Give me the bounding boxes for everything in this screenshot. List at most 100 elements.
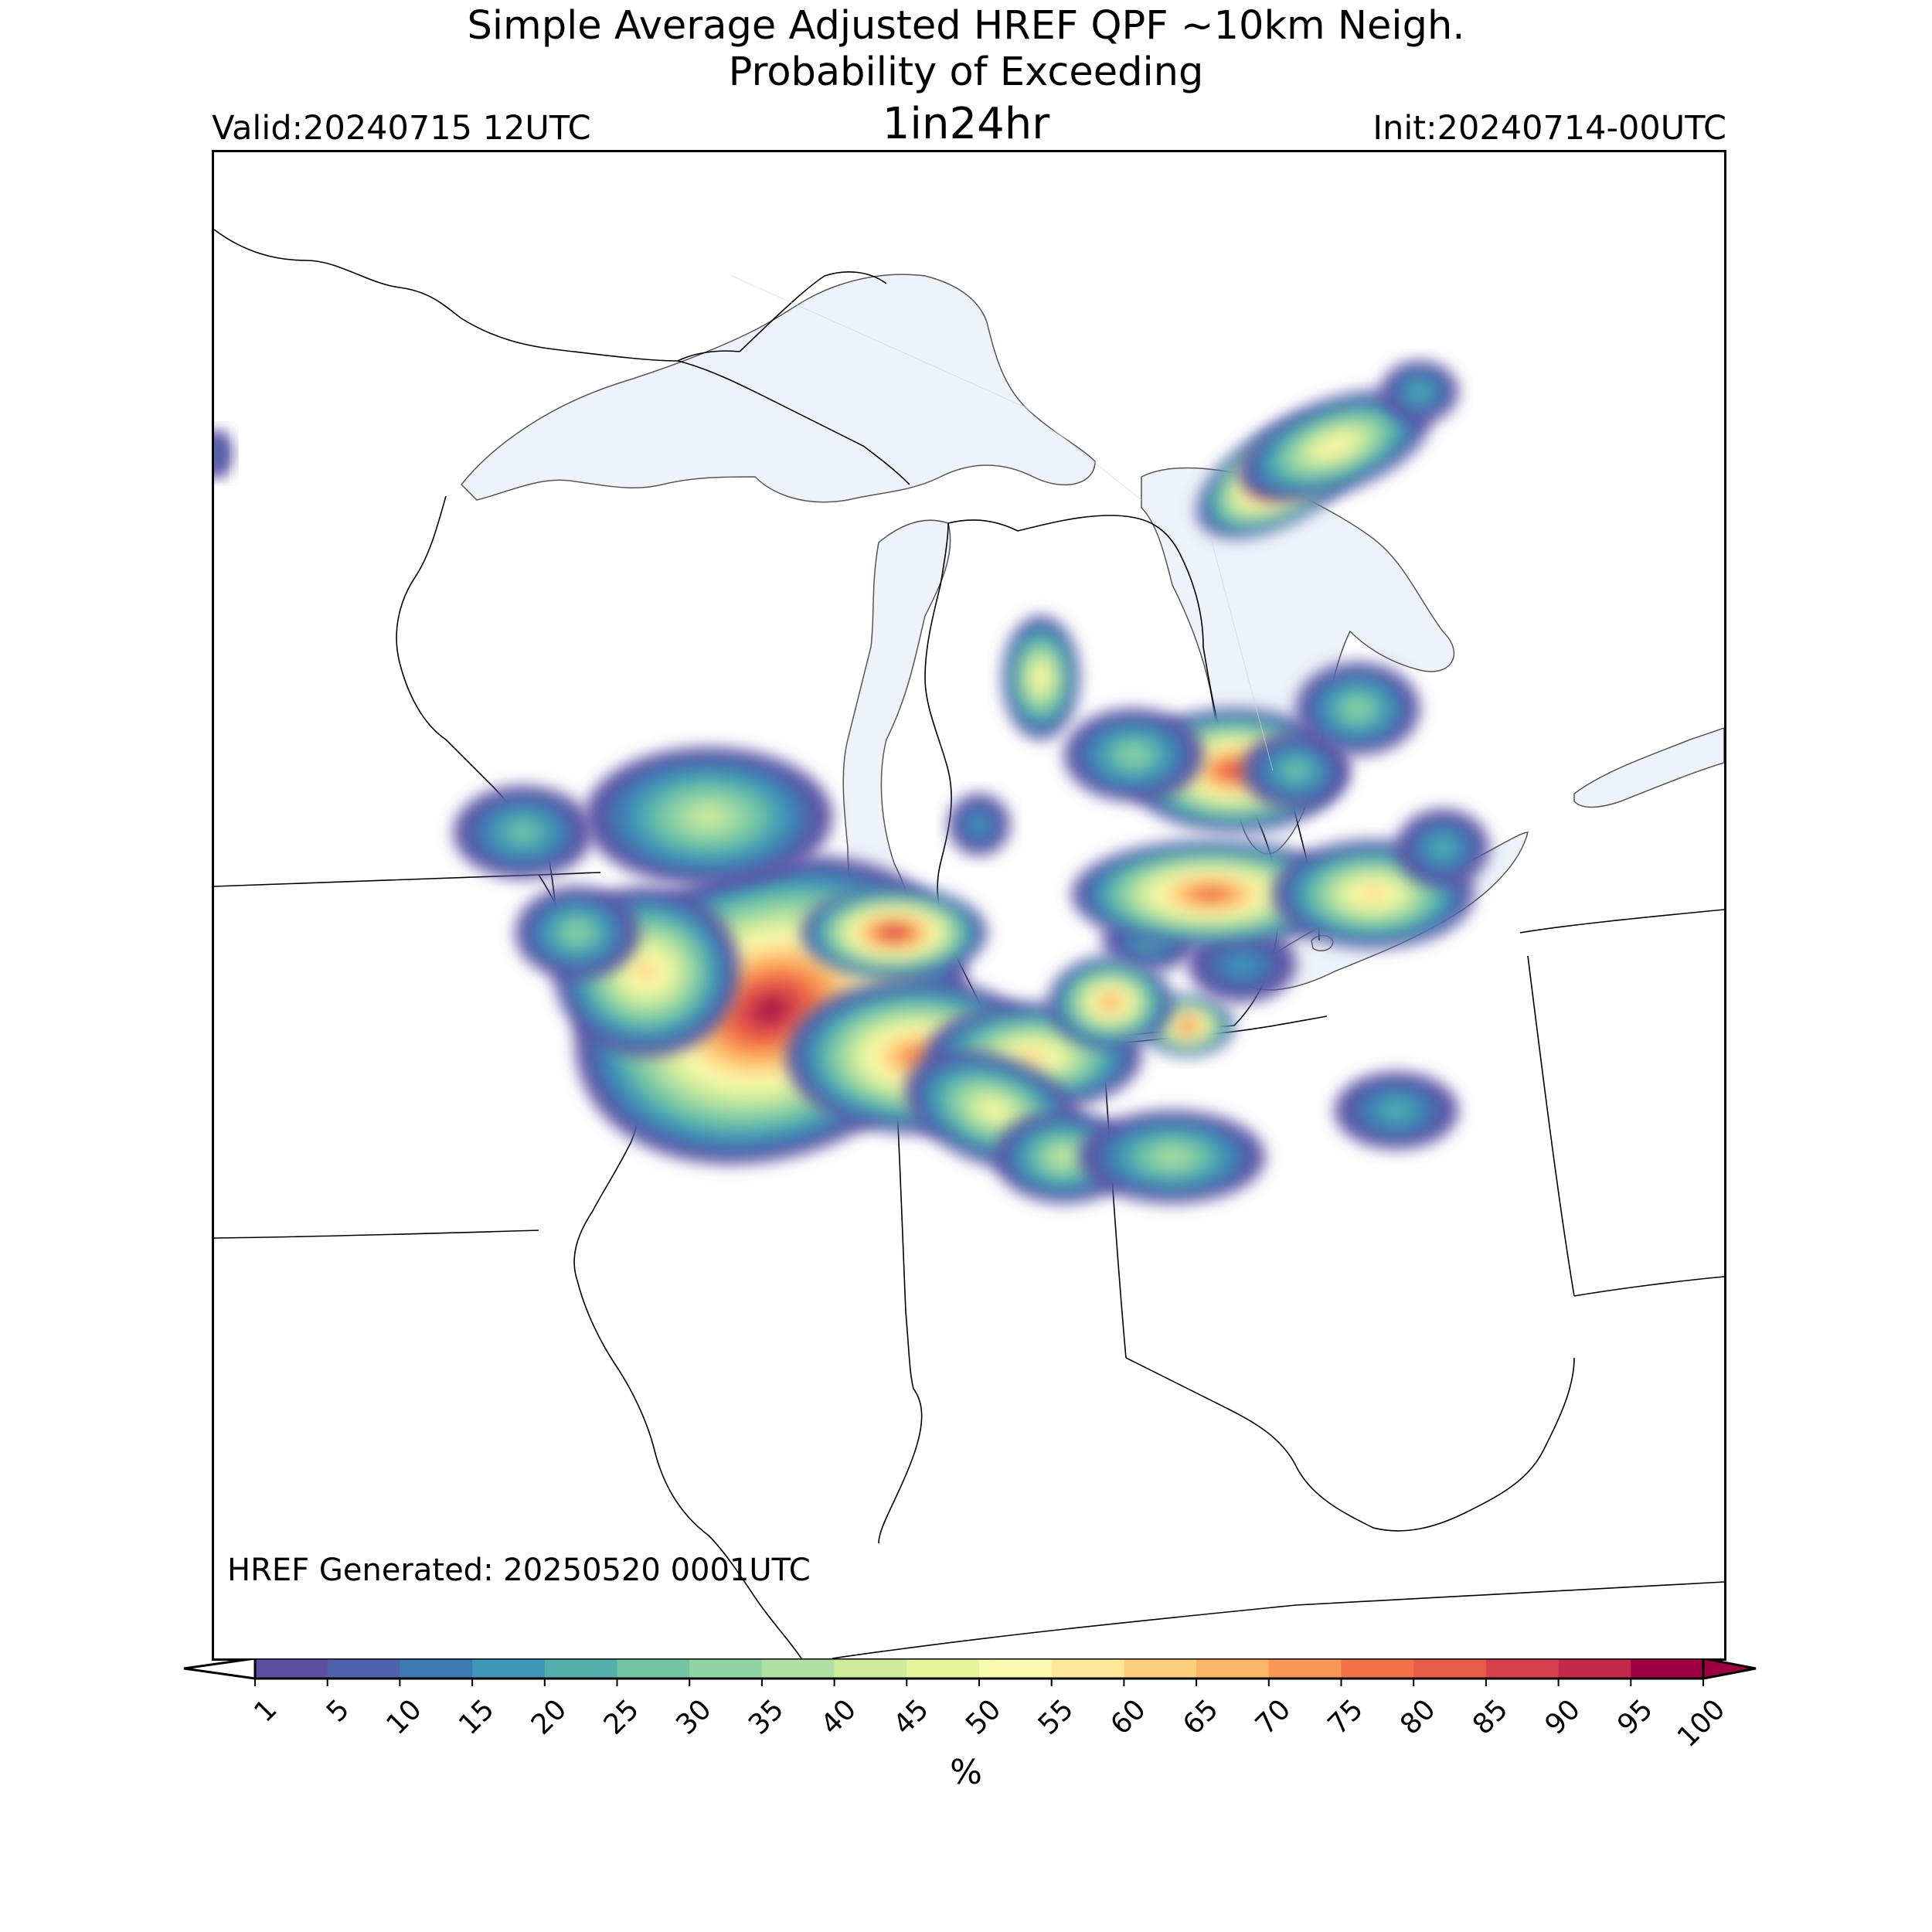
precip-cell [1002,616,1080,740]
michigan-peninsula-outline [924,515,1280,1049]
map-panel [212,150,1726,1661]
colorbar-tick-label: 65 [1177,1693,1224,1740]
colorbar-tick-label: 55 [1032,1693,1080,1740]
colorbar-cell [472,1658,546,1679]
precip-cell [1072,840,1350,948]
precip-cell [1242,732,1350,809]
colorbar-cell [1051,1658,1124,1679]
colorbar-cell [834,1658,907,1679]
colorbar-cell [1268,1658,1342,1679]
colorbar-cell [327,1658,400,1679]
colorbar-tick-label: 25 [598,1693,645,1740]
precip-contour [639,964,655,978]
precip-contour [512,825,535,840]
precip-cell [1381,361,1458,423]
colorbar-cell [544,1658,617,1679]
kentucky-south-border [832,1581,1724,1658]
precipitation-probability [214,361,1489,1203]
michigan-wisconsin-border [677,360,910,485]
guide-line [731,275,1142,501]
colorbar-tick-label: 45 [887,1693,934,1740]
colorbar-tick-label: 5 [321,1693,355,1728]
colorbar-tick-label: 15 [453,1693,500,1740]
precip-contour [1384,1103,1409,1118]
colorbar-under-extend [183,1658,257,1680]
colorbar-tick-label: 10 [380,1693,427,1740]
colorbar-tick-label: 90 [1539,1693,1587,1740]
precip-contour [1056,1151,1072,1162]
precip-contour [1349,702,1367,716]
precip-cell [585,747,832,886]
precip-contour [1124,748,1144,762]
init-time-label: Init:20240714-00UTC [1372,109,1726,148]
colorbar-tick-label: 20 [526,1693,573,1740]
precip-contour [1412,386,1427,398]
title-line-1: Simple Average Adjusted HREF QPF ~10km N… [467,3,1465,49]
precip-contour [1228,954,1256,974]
precip-contour [1025,1052,1042,1061]
precip-contour [971,817,987,832]
precip-contour [986,1104,1003,1117]
precip-cell [1296,662,1420,755]
precip-cell [1335,1072,1458,1149]
colorbar-cell [1558,1658,1631,1679]
precip-cell [1141,995,1234,1056]
precip-contour [1106,998,1115,1007]
pennsylvania-ny-border [1519,909,1724,934]
title-line-3: 1in24hr [882,99,1050,149]
colorbar-cell [1124,1658,1197,1679]
title-line-2: Probability of Exceeding [728,49,1204,95]
colorbar-cell [1341,1658,1414,1679]
colorbar-tick-label: 40 [815,1693,862,1740]
colorbar-cells [183,1658,1757,1680]
precip-contour [214,448,219,462]
colorbar-over-extend [1702,1658,1757,1680]
colorbar-tick-label: 85 [1467,1693,1514,1740]
colorbar-cell [400,1658,473,1679]
colorbar-cell [1631,1658,1704,1679]
precip-contour [695,809,723,825]
guide-line [1210,538,1274,771]
pennsylvania-south-border [1573,1276,1724,1297]
colorbar-cell [1485,1658,1560,1679]
lake-ontario [1573,727,1724,808]
colorbar-tick-label: 1 [248,1693,283,1728]
precip-contour [1202,889,1219,899]
precip-contour [1434,840,1452,855]
precip-contour [909,1051,926,1062]
iowa-minnesota-border [214,872,601,887]
precip-contour [1366,889,1381,899]
colorbar-tick-label: 50 [960,1693,1007,1740]
precip-contour [1228,766,1240,775]
precip-contour [760,1002,781,1018]
colorbar-tick-label: 75 [1322,1693,1369,1740]
colorbar-ticks: 1 5 10 15 20 25 30 35 40 45 50 55 60 65 70 75 80 85 90 95 10… [248,1679,1731,1753]
colorbar-tick-label: 60 [1104,1693,1151,1740]
colorbar-tick-label: 30 [670,1693,717,1740]
precip-cell [1396,809,1489,886]
map-graphic [214,229,1724,1658]
precip-cell [801,886,987,979]
ohio-pennsylvania-border [1527,955,1575,1297]
precip-contour [889,928,900,937]
precip-cell [1080,1111,1265,1203]
colorbar-cell [255,1658,328,1679]
colorbar-tick-label: 95 [1611,1693,1658,1740]
precip-contour [1036,672,1046,683]
colorbar-cell [617,1658,690,1679]
colorbar: 1 5 10 15 20 25 30 35 40 45 50 55 60 65 70 75 80 85 90 95 10… [183,1658,1757,1753]
precip-cell [214,435,225,475]
colorbar-cell [979,1658,1053,1679]
precip-cell [1239,390,1430,502]
precip-contour [568,926,587,940]
colorbar-tick-label: 100 [1672,1693,1732,1753]
illinois-indiana-border [878,1048,923,1544]
colorbar-cell [1413,1658,1487,1679]
ohio-river [1125,1357,1575,1532]
precip-cell [454,786,593,879]
colorbar-cell [761,1658,835,1679]
precip-contour [1287,764,1305,777]
precip-cell [1049,956,1172,1049]
colorbar-tick-label: 70 [1250,1693,1297,1740]
precip-contour [1183,1021,1192,1030]
